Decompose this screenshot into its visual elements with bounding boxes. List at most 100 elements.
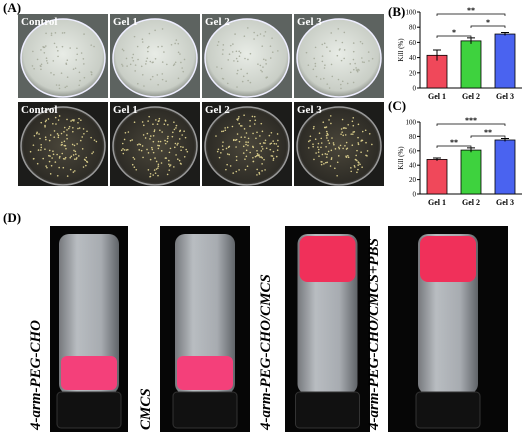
colony — [80, 52, 83, 54]
x-tick-label: Gel 1 — [428, 198, 446, 207]
bar — [494, 33, 516, 89]
colony — [366, 150, 369, 152]
colony — [161, 73, 164, 75]
colony — [314, 65, 317, 67]
colony — [242, 152, 245, 154]
colony — [144, 137, 147, 139]
colony — [66, 129, 68, 131]
colony — [173, 121, 175, 123]
colony — [72, 171, 75, 173]
colony — [340, 133, 342, 135]
colony — [131, 56, 134, 59]
colony — [259, 135, 261, 137]
colony — [352, 131, 355, 133]
colony — [336, 161, 339, 164]
colony — [183, 58, 186, 61]
colony — [76, 47, 78, 50]
colony — [341, 80, 344, 83]
colony — [252, 132, 254, 135]
colony — [36, 58, 39, 61]
colony — [315, 75, 318, 78]
colony — [143, 85, 145, 87]
colony — [175, 124, 178, 127]
colony — [357, 136, 359, 139]
x-tick-label: Gel 2 — [462, 198, 480, 207]
colony — [345, 141, 348, 144]
colony — [353, 164, 356, 167]
colony — [78, 155, 80, 157]
colony — [63, 126, 66, 129]
colony — [159, 140, 162, 143]
colony — [253, 115, 256, 118]
colony — [32, 144, 35, 146]
colony — [330, 122, 332, 125]
colony — [334, 167, 336, 170]
colony — [245, 143, 247, 146]
colony — [221, 53, 224, 55]
colony — [166, 63, 168, 66]
colony — [124, 131, 127, 134]
colony — [364, 129, 367, 132]
colony — [141, 73, 144, 76]
colony — [184, 136, 187, 139]
colony — [330, 158, 333, 160]
colony — [46, 166, 48, 169]
colony — [186, 150, 189, 153]
colony — [66, 76, 69, 78]
colony — [91, 152, 93, 155]
colony — [352, 42, 355, 44]
colony — [92, 151, 95, 153]
error-bar — [433, 157, 441, 161]
colony — [48, 154, 50, 157]
colony — [245, 141, 247, 143]
colony — [226, 126, 229, 129]
colony — [76, 143, 78, 145]
colony — [40, 146, 43, 149]
colony — [321, 55, 324, 57]
colony — [166, 173, 169, 176]
colony — [324, 161, 327, 164]
colony — [62, 157, 65, 160]
colony — [63, 130, 65, 133]
petri-dish — [112, 106, 198, 186]
colony — [44, 124, 46, 127]
vial-glass — [175, 234, 235, 394]
colony — [329, 50, 331, 52]
colony — [371, 57, 374, 60]
colony — [32, 158, 35, 160]
colony — [172, 131, 174, 134]
colony — [272, 157, 275, 160]
colony — [256, 34, 259, 37]
y-axis-label: Kill (%) — [397, 38, 405, 62]
colony — [175, 154, 177, 156]
significance-label: ** — [467, 6, 475, 15]
colony — [232, 172, 235, 174]
colony — [142, 134, 145, 136]
colony — [72, 68, 75, 70]
colony — [320, 146, 322, 149]
colony — [347, 123, 350, 126]
colony — [161, 61, 164, 63]
colony — [226, 163, 228, 166]
colony — [86, 130, 88, 133]
colony — [340, 59, 343, 62]
colony — [146, 148, 148, 151]
colony — [239, 51, 242, 54]
y-tick-label: 60 — [409, 147, 417, 155]
colony — [151, 148, 154, 151]
y-tick-label: 0 — [413, 191, 417, 199]
colony — [36, 131, 38, 134]
colony — [249, 52, 252, 55]
colony — [217, 41, 220, 43]
colony — [45, 45, 47, 47]
petri-dish — [296, 106, 382, 186]
colony — [40, 149, 42, 151]
colony — [247, 141, 249, 144]
colony — [321, 153, 324, 156]
colony — [325, 130, 328, 133]
colony — [151, 75, 154, 78]
photo-label: Control — [21, 16, 57, 28]
colony — [263, 158, 265, 161]
colony — [58, 166, 60, 169]
colony — [52, 60, 55, 62]
